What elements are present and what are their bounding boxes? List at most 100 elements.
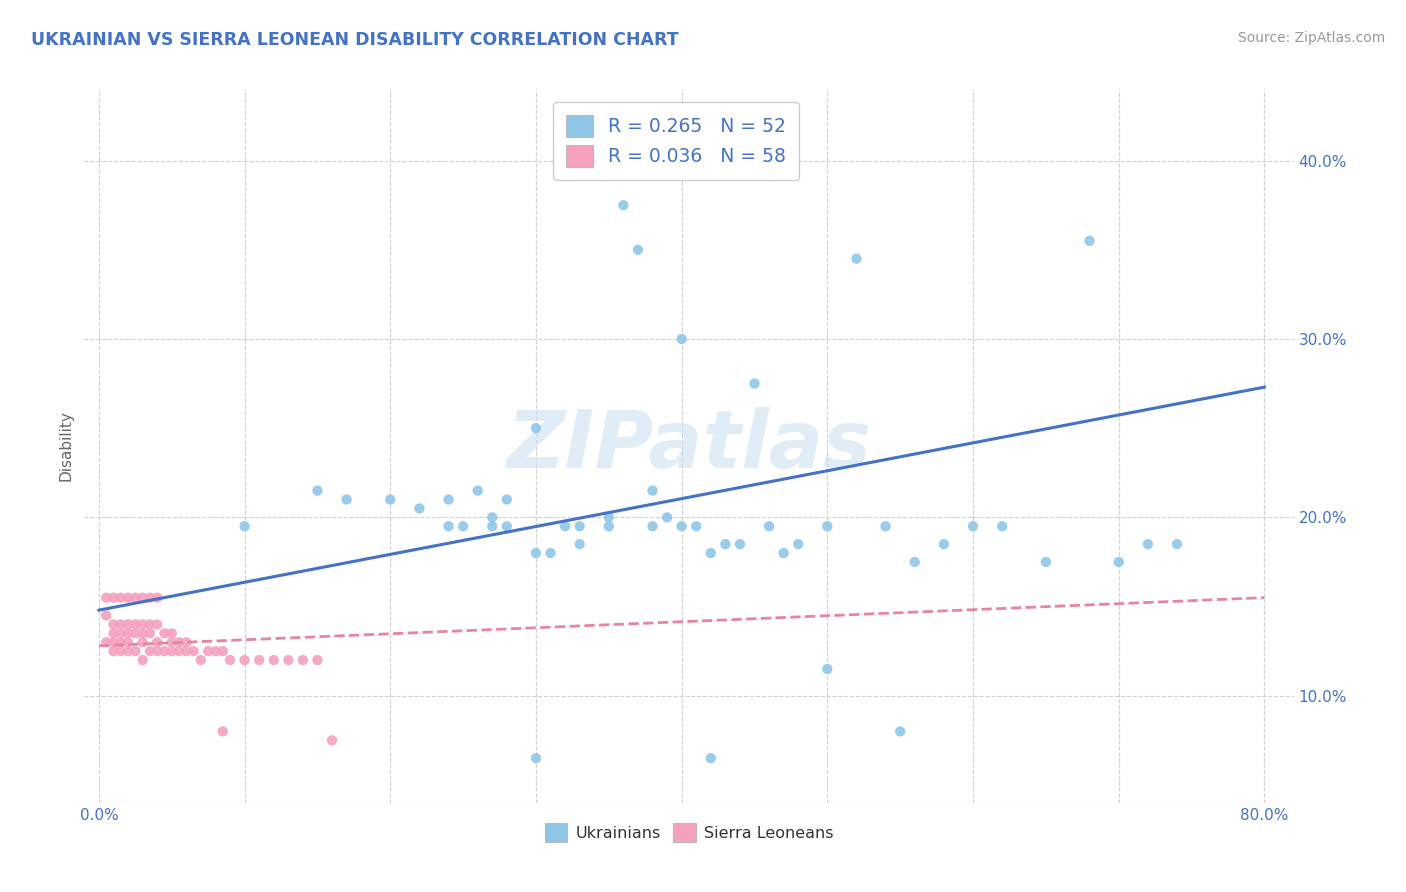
Point bbox=[641, 483, 664, 498]
Point bbox=[744, 376, 766, 391]
Point bbox=[875, 519, 897, 533]
Point bbox=[211, 724, 233, 739]
Point bbox=[160, 644, 183, 658]
Point bbox=[991, 519, 1014, 533]
Point bbox=[219, 653, 242, 667]
Point bbox=[131, 617, 153, 632]
Point bbox=[160, 635, 183, 649]
Point bbox=[247, 653, 270, 667]
Point bbox=[110, 617, 132, 632]
Point bbox=[197, 644, 219, 658]
Point bbox=[495, 519, 517, 533]
Point bbox=[146, 644, 169, 658]
Point bbox=[714, 537, 737, 551]
Legend: Ukrainians, Sierra Leoneans: Ukrainians, Sierra Leoneans bbox=[538, 817, 839, 848]
Point bbox=[380, 492, 402, 507]
Point bbox=[787, 537, 810, 551]
Point bbox=[139, 591, 162, 605]
Point bbox=[176, 644, 198, 658]
Point bbox=[96, 591, 118, 605]
Point bbox=[889, 724, 911, 739]
Point bbox=[103, 644, 125, 658]
Point bbox=[190, 653, 212, 667]
Point bbox=[495, 492, 517, 507]
Point bbox=[96, 635, 118, 649]
Point bbox=[815, 662, 838, 676]
Point bbox=[467, 483, 489, 498]
Point bbox=[233, 653, 256, 667]
Point bbox=[124, 591, 146, 605]
Point bbox=[103, 626, 125, 640]
Point bbox=[131, 653, 153, 667]
Point bbox=[451, 519, 474, 533]
Point bbox=[103, 591, 125, 605]
Point bbox=[700, 546, 723, 560]
Point bbox=[103, 617, 125, 632]
Point bbox=[153, 626, 176, 640]
Point bbox=[815, 519, 838, 533]
Point bbox=[568, 519, 591, 533]
Point bbox=[117, 635, 139, 649]
Point bbox=[307, 483, 329, 498]
Point bbox=[437, 492, 460, 507]
Point bbox=[1108, 555, 1130, 569]
Point bbox=[437, 519, 460, 533]
Point bbox=[211, 644, 233, 658]
Point bbox=[627, 243, 650, 257]
Point bbox=[598, 510, 620, 524]
Point bbox=[1078, 234, 1101, 248]
Point bbox=[540, 546, 562, 560]
Point bbox=[568, 537, 591, 551]
Point bbox=[117, 626, 139, 640]
Point bbox=[524, 421, 547, 435]
Point bbox=[671, 519, 693, 533]
Point bbox=[1166, 537, 1188, 551]
Point bbox=[554, 519, 576, 533]
Point bbox=[124, 626, 146, 640]
Point bbox=[204, 644, 226, 658]
Point bbox=[110, 591, 132, 605]
Point bbox=[685, 519, 707, 533]
Point bbox=[153, 644, 176, 658]
Point bbox=[124, 644, 146, 658]
Point bbox=[110, 626, 132, 640]
Point bbox=[233, 519, 256, 533]
Point bbox=[321, 733, 343, 747]
Point bbox=[1136, 537, 1159, 551]
Point bbox=[117, 591, 139, 605]
Point bbox=[183, 644, 205, 658]
Point bbox=[524, 546, 547, 560]
Point bbox=[146, 591, 169, 605]
Point bbox=[598, 519, 620, 533]
Point bbox=[167, 644, 190, 658]
Point bbox=[845, 252, 868, 266]
Y-axis label: Disability: Disability bbox=[58, 410, 73, 482]
Text: UKRAINIAN VS SIERRA LEONEAN DISABILITY CORRELATION CHART: UKRAINIAN VS SIERRA LEONEAN DISABILITY C… bbox=[31, 31, 679, 49]
Point bbox=[655, 510, 678, 524]
Point bbox=[167, 635, 190, 649]
Text: ZIPatlas: ZIPatlas bbox=[506, 407, 872, 485]
Point bbox=[103, 635, 125, 649]
Text: Source: ZipAtlas.com: Source: ZipAtlas.com bbox=[1237, 31, 1385, 45]
Point bbox=[146, 635, 169, 649]
Point bbox=[110, 635, 132, 649]
Point bbox=[307, 653, 329, 667]
Point bbox=[110, 644, 132, 658]
Point bbox=[291, 653, 314, 667]
Point bbox=[481, 510, 503, 524]
Point bbox=[117, 644, 139, 658]
Point bbox=[139, 626, 162, 640]
Point bbox=[524, 751, 547, 765]
Point bbox=[176, 635, 198, 649]
Point bbox=[146, 617, 169, 632]
Point bbox=[336, 492, 359, 507]
Point bbox=[96, 608, 118, 623]
Point bbox=[139, 617, 162, 632]
Point bbox=[408, 501, 430, 516]
Point bbox=[481, 519, 503, 533]
Point bbox=[263, 653, 285, 667]
Point bbox=[932, 537, 955, 551]
Point bbox=[117, 617, 139, 632]
Point bbox=[700, 751, 723, 765]
Point bbox=[962, 519, 984, 533]
